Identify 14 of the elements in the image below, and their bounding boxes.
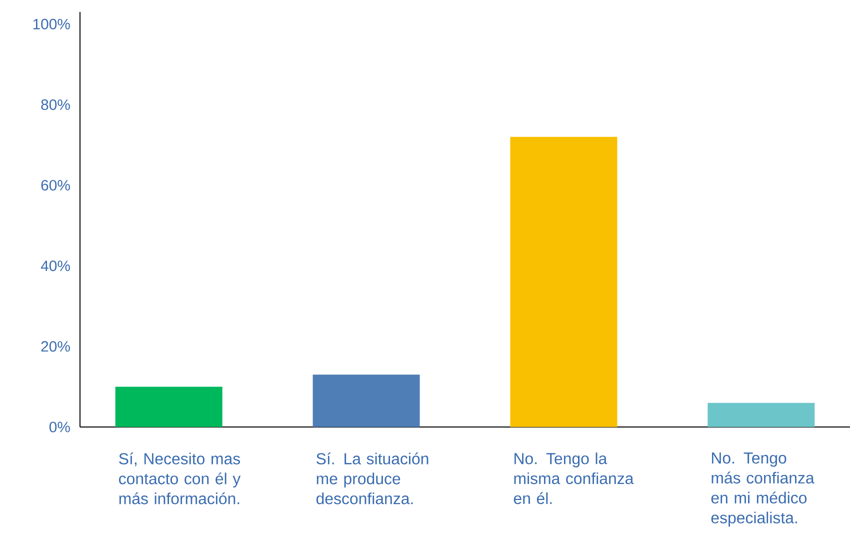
x-tick-label: Sí, Necesito mas contacto con él y más información. — [119, 452, 241, 504]
y-tick-label: 40% — [40, 260, 70, 272]
y-tick-label: 60% — [41, 180, 70, 191]
x-tick-label: Sí. La situación me produce desconfianza. — [316, 452, 428, 504]
bar — [115, 386, 222, 427]
x-tick-label: No. Tengo la misma confianza en él. — [514, 452, 634, 504]
y-tick-label: 0% — [49, 422, 70, 432]
bar — [708, 402, 815, 427]
y-tick-label: 80% — [41, 99, 70, 110]
bar — [510, 136, 618, 427]
x-tick-label: No. Tengo más confianza en mi médico especialista. — [711, 452, 814, 527]
y-tick-label: 100% — [33, 18, 70, 30]
bar — [312, 374, 420, 427]
y-tick-label: 20% — [41, 341, 70, 352]
